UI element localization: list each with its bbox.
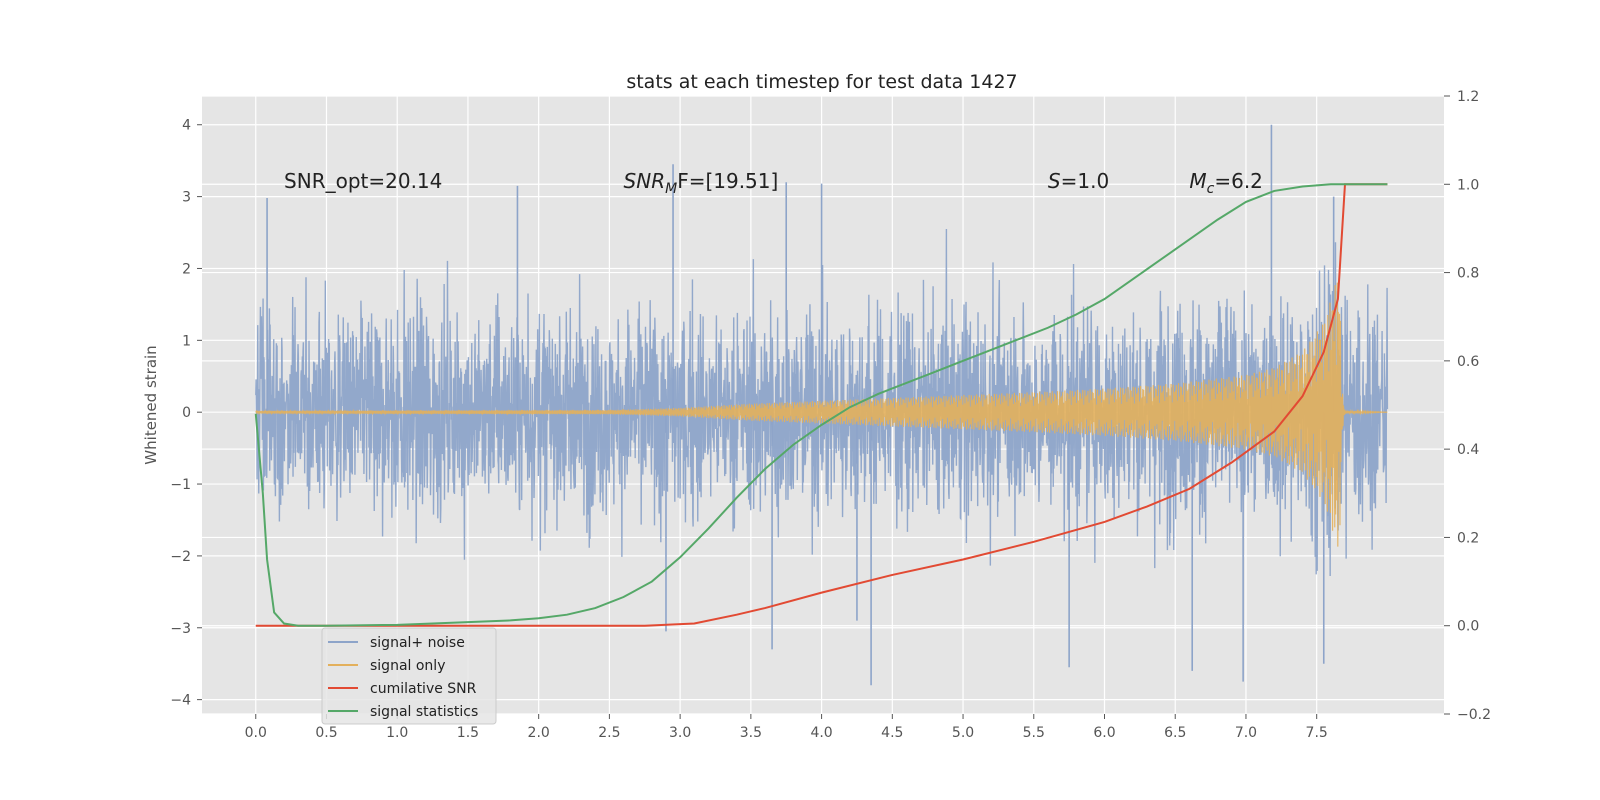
x-tick-label: 5.0 [952,725,974,741]
legend-label: cumilative SNR [370,681,477,697]
y-tick-label: 0 [182,405,191,421]
y2-tick-label: 0.4 [1457,442,1479,458]
annotations: SNR_opt=20.14 SNRMF=[19.51] S=1.0 Mc=6.2 [284,169,1263,197]
series-line-signal-statistics [254,183,1388,627]
legend-label: signal+ noise [370,635,465,651]
legend-label: signal only [370,658,445,674]
chart-annotation: Mc=6.2 [1189,169,1263,197]
x-tick-label: 6.5 [1164,725,1186,741]
y-tick-label: −3 [170,621,191,637]
y-tick-label: 1 [182,333,191,349]
chart-annotation: S=1.0 [1048,169,1109,193]
series-line-signal-only [255,282,1388,547]
x-tick-label: 7.5 [1306,725,1328,741]
x-tick-label: 2.0 [528,725,550,741]
chart-annotation: SNRMF=[19.51] [624,169,779,197]
x-tick-label: 2.5 [598,725,620,741]
series-layer [254,124,1389,686]
legend-box [321,627,497,725]
y-tick-label: 3 [182,190,191,206]
axes: 0.0 0.5 1.0 1.5 2.0 2.5 3.0 3.5 4.0 4.5 5.0 5.5 6.0 6… [170,89,1491,741]
y2-tick-label: 0.8 [1457,266,1479,282]
x-tick-label: 5.5 [1023,725,1045,741]
chart-title: stats at each timestep for test data 142… [626,71,1017,93]
y2-tick-label: −0.2 [1457,707,1491,723]
y2-tick-label: 0.6 [1457,354,1479,370]
x-tick-label: 1.0 [386,725,408,741]
y2-tick-label: 0.2 [1457,530,1479,546]
x-tick-label: 3.0 [669,725,691,741]
x-tick-label: 0.5 [315,725,337,741]
y2-tick-label: 0.0 [1457,619,1479,635]
legend-label: signal statistics [370,704,478,720]
y-tick-label: 4 [182,118,191,134]
y-tick-label: 2 [182,261,191,277]
x-tick-label: 3.5 [740,725,762,741]
y-tick-label: −4 [170,693,191,709]
chart-annotation: SNR_opt=20.14 [284,169,442,193]
x-tick-label: 4.5 [881,725,903,741]
x-tick-label: 7.0 [1235,725,1257,741]
y-tick-label: −2 [170,549,191,565]
y-axis-label: Whitened strain [142,345,160,464]
legend: signal+ noise signal only cumilative SNR si… [321,627,497,725]
x-tick-label: 6.0 [1093,725,1115,741]
x-tick-label: 1.5 [457,725,479,741]
y-tick-label: −1 [170,477,191,493]
y2-tick-label: 1.2 [1457,89,1479,105]
y2-tick-label: 1.0 [1457,177,1479,193]
x-tick-label: 0.0 [245,725,267,741]
x-tick-label: 4.0 [810,725,832,741]
series-line-cumulative-snr [255,183,1388,627]
